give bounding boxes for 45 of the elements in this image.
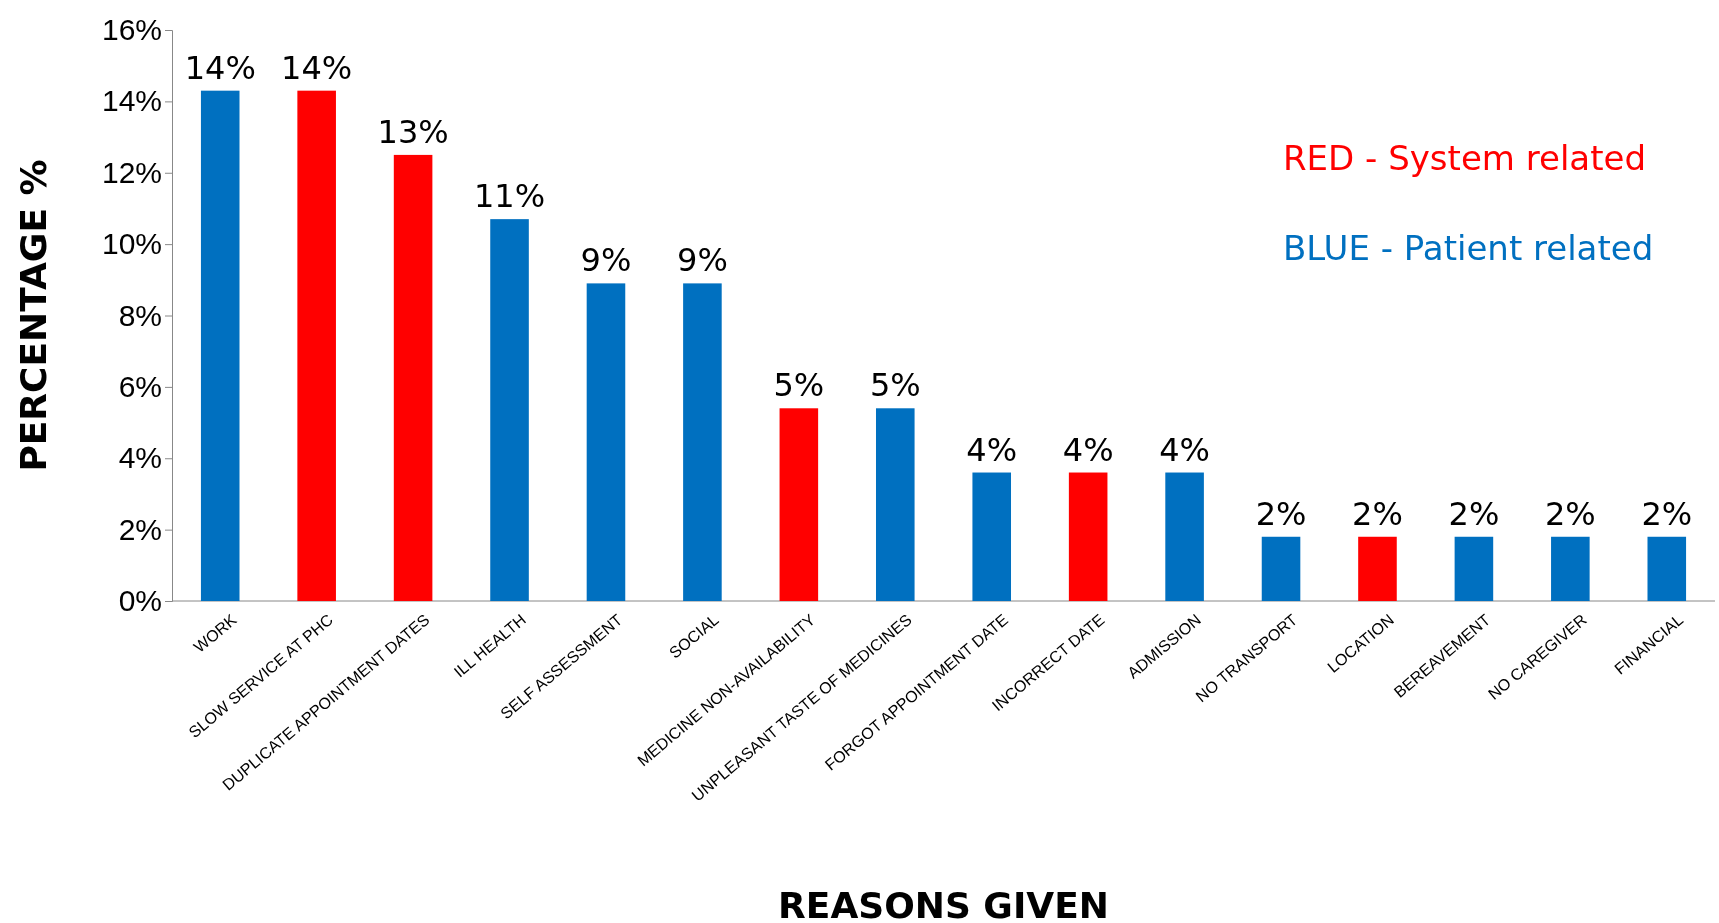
y-tick-label: 12%	[101, 155, 162, 189]
bar	[200, 90, 240, 601]
data-label: 14%	[281, 48, 353, 87]
data-label: 5%	[869, 366, 921, 405]
bar	[1551, 536, 1590, 601]
bar	[875, 408, 915, 601]
y-tick-label: 0%	[118, 584, 162, 618]
data-label: 4%	[1062, 430, 1114, 469]
data-label: 9%	[677, 241, 728, 280]
data-label: 2%	[1641, 494, 1693, 533]
bar	[1647, 536, 1687, 601]
y-tick-label: 10%	[101, 227, 162, 261]
data-label: 2%	[1544, 494, 1596, 533]
data-label: 5%	[773, 366, 825, 405]
data-label: 14%	[184, 48, 256, 87]
y-tick-label: 16%	[101, 13, 162, 47]
y-tick-label: 6%	[118, 369, 162, 403]
data-label: 2%	[1448, 494, 1500, 533]
data-label: 2%	[1352, 494, 1403, 533]
y-tick-label: 2%	[118, 512, 162, 546]
bar	[1261, 536, 1301, 601]
y-axis-title: PERCENTAGE %	[13, 159, 54, 472]
data-label: 4%	[966, 430, 1018, 469]
bar	[1068, 472, 1108, 601]
text: BLUE - Patient related	[1283, 228, 1654, 268]
bar	[393, 154, 433, 601]
data-label: 11%	[473, 177, 546, 216]
bar	[779, 408, 819, 601]
y-tick-label: 4%	[118, 441, 162, 475]
bar	[683, 283, 722, 601]
data-label: 13%	[377, 112, 449, 151]
bar	[1165, 472, 1204, 601]
bar	[972, 472, 1012, 601]
y-tick-label: 14%	[101, 84, 162, 118]
bar	[586, 283, 626, 601]
bar	[297, 90, 336, 601]
bar	[1454, 536, 1494, 601]
data-label: 4%	[1159, 430, 1210, 469]
y-tick-label: 8%	[118, 298, 162, 332]
bar	[1358, 536, 1397, 601]
text: RED - System related	[1283, 138, 1647, 178]
data-label: 2%	[1255, 494, 1307, 533]
data-label: 9%	[580, 241, 632, 280]
bar	[490, 219, 529, 601]
x-axis-title: REASONS GIVEN	[778, 885, 1109, 923]
